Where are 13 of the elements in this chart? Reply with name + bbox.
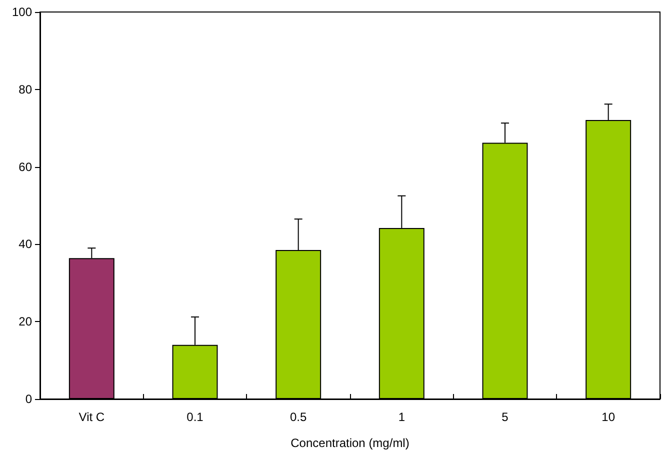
x-axis-title: Concentration (mg/ml): [290, 436, 410, 450]
x-tick-label: 1: [398, 410, 406, 424]
y-tick-label: 60: [18, 160, 32, 174]
y-tick-label: 20: [18, 314, 32, 329]
x-tick-label: 5: [502, 410, 509, 424]
x-tick-label: 0.5: [290, 410, 307, 424]
y-tick-label: 0: [25, 392, 32, 406]
x-tick-label: 10: [602, 410, 616, 424]
y-tick-label: 80: [18, 82, 32, 96]
x-tick-label: 0.1: [186, 410, 204, 424]
x-tick-label: Vit C: [78, 410, 105, 424]
y-tick-label: 100: [12, 5, 32, 19]
y-tick-label: 40: [18, 237, 32, 252]
